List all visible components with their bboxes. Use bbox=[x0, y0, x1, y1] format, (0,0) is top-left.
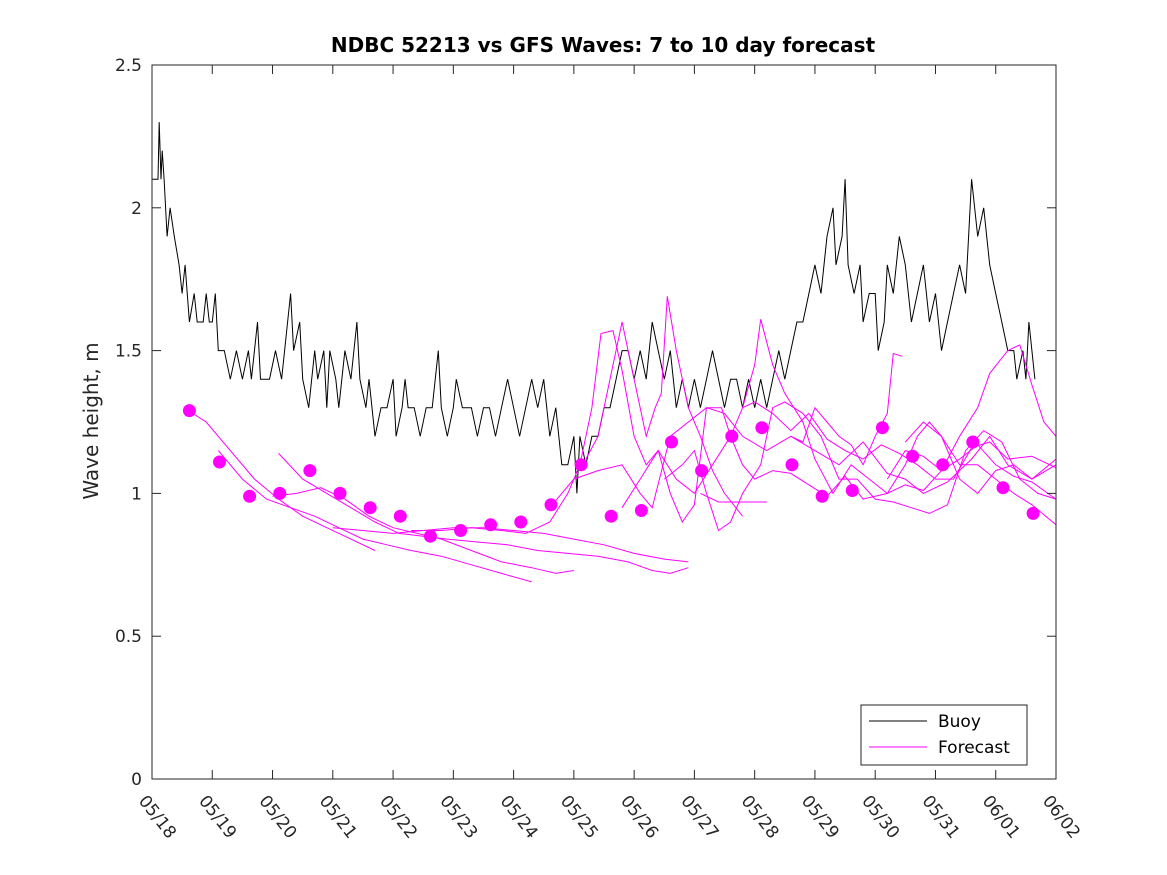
y-axis-label: Wave height, m bbox=[79, 342, 103, 499]
forecast-point-5 bbox=[333, 486, 347, 500]
forecast-point-13 bbox=[574, 458, 588, 472]
y-tick-label: 0.5 bbox=[115, 627, 142, 647]
legend-box bbox=[860, 704, 1028, 766]
forecast-point-7 bbox=[393, 509, 407, 523]
axes-box bbox=[151, 64, 1057, 780]
forecast-series-line-3 bbox=[272, 487, 574, 574]
forecast-point-26 bbox=[966, 435, 980, 449]
forecast-point-20 bbox=[785, 458, 799, 472]
forecast-series-line-13 bbox=[790, 352, 903, 466]
forecast-point-11 bbox=[514, 515, 528, 529]
forecast-series-line-5 bbox=[332, 527, 689, 563]
forecast-point-17 bbox=[695, 464, 709, 478]
forecast-point-2 bbox=[243, 489, 257, 503]
y-tick-label: 2 bbox=[131, 199, 142, 219]
forecast-point-21 bbox=[815, 489, 829, 503]
forecast-point-10 bbox=[484, 518, 498, 532]
forecast-series-line-8 bbox=[585, 296, 743, 517]
forecast-point-16 bbox=[665, 435, 678, 449]
forecast-point-8 bbox=[423, 529, 437, 543]
forecast-point-9 bbox=[454, 524, 468, 537]
plot-area bbox=[152, 65, 1056, 779]
y-tick-label: 2.5 bbox=[115, 56, 142, 76]
legend-label: Buoy bbox=[938, 712, 981, 732]
forecast-series-line-11 bbox=[700, 492, 767, 503]
forecast-point-1 bbox=[213, 455, 226, 469]
forecast-point-12 bbox=[544, 498, 558, 512]
chart-title: NDBC 52213 vs GFS Waves: 7 to 10 day for… bbox=[331, 33, 876, 57]
forecast-point-28 bbox=[1026, 506, 1040, 520]
forecast-point-18 bbox=[725, 429, 739, 443]
forecast-point-24 bbox=[906, 449, 920, 463]
y-tick-label: 0 bbox=[131, 770, 142, 790]
forecast-series-line-6 bbox=[411, 329, 1057, 534]
y-tick-label: 1 bbox=[131, 484, 142, 504]
forecast-point-4 bbox=[303, 464, 317, 478]
forecast-series-line-2 bbox=[217, 450, 532, 583]
buoy-series-line bbox=[152, 122, 1036, 494]
forecast-series-line-15 bbox=[904, 421, 1057, 526]
forecast-series-line-10 bbox=[663, 401, 1057, 532]
forecast-series-line-4 bbox=[278, 453, 689, 574]
y-tick-label: 1.5 bbox=[115, 342, 142, 362]
forecast-point-3 bbox=[273, 486, 287, 500]
forecast-point-0 bbox=[182, 404, 196, 418]
forecast-point-15 bbox=[634, 504, 648, 517]
forecast-series-line-12 bbox=[742, 319, 1057, 495]
forecast-point-25 bbox=[936, 458, 950, 472]
forecast-point-23 bbox=[875, 421, 889, 435]
forecast-point-14 bbox=[604, 509, 618, 523]
forecast-series-line-14 bbox=[886, 344, 1057, 480]
forecast-point-6 bbox=[363, 501, 377, 515]
forecast-point-27 bbox=[996, 481, 1010, 495]
legend-label: Forecast bbox=[938, 738, 1010, 758]
forecast-point-19 bbox=[755, 421, 769, 435]
forecast-point-22 bbox=[845, 484, 859, 497]
